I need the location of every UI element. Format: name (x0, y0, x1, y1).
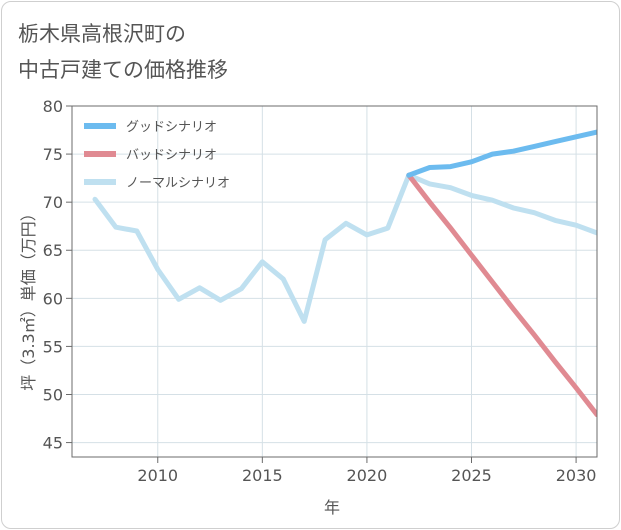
y-tick-label-50: 50 (43, 385, 63, 404)
y-tick-label-45: 45 (43, 434, 63, 453)
legend-label-bad: バッドシナリオ (126, 148, 217, 163)
y-tick-label-75: 75 (43, 145, 63, 164)
y-axis-label: 坪（3.3㎡）単価（万円） (19, 205, 38, 390)
chart-title-line-1: 栃木県高根沢町の (18, 22, 186, 46)
x-axis-ticks: 2010 2015 2020 2025 2030 (137, 457, 596, 485)
x-tick-label-2015: 2015 (242, 466, 283, 485)
legend-label-good: グッドシナリオ (126, 120, 217, 135)
y-axis-ticks: 45 50 55 60 65 70 75 80 (43, 97, 72, 453)
x-tick-label-2020: 2020 (347, 466, 388, 485)
chart-title: 栃木県高根沢町の 中古戸建ての価格推移 (18, 16, 228, 88)
series-line-bad (406, 172, 597, 418)
y-tick-label-70: 70 (43, 193, 63, 212)
chart-title-line-2: 中古戸建ての価格推移 (18, 58, 228, 82)
y-tick-label-65: 65 (43, 241, 63, 260)
series-line-normal (92, 172, 597, 324)
legend-label-normal: ノーマルシナリオ (126, 176, 230, 191)
y-tick-label-55: 55 (43, 337, 63, 356)
plot-frame (71, 105, 598, 458)
y-tick-label-80: 80 (43, 97, 63, 116)
x-tick-label-2025: 2025 (451, 466, 492, 485)
series-line-good (406, 129, 597, 178)
x-tick-label-2010: 2010 (137, 466, 178, 485)
y-tick-label-60: 60 (43, 289, 63, 308)
x-axis-label: 年 (324, 498, 340, 517)
x-tick-label-2030: 2030 (556, 466, 597, 485)
series-lines (92, 129, 597, 418)
